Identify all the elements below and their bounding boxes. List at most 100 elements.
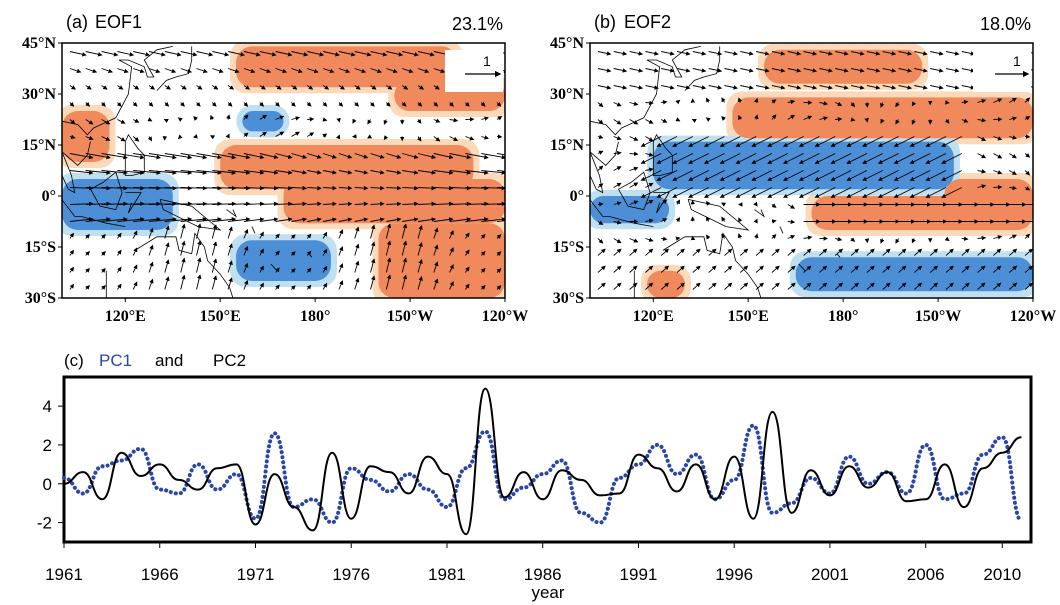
eof2-wind-vector-302 [944,118,950,124]
eof2-wind-vector-0 [597,282,606,290]
eof1-wind-vector-260 [192,134,198,139]
eof1-shading [62,43,505,298]
pc2-line [63,387,1022,536]
eof1-wind-vector-115 [117,217,145,222]
legend-pc1: PC1 [99,351,132,370]
eof2-wind-vector-61 [676,248,685,256]
eof1-wind-vector-160 [386,201,402,207]
pc-x-tick-label-3: 1976 [332,565,370,584]
eof2-wind-vector-341 [676,85,691,90]
eof2-wind-vector-151 [771,203,777,208]
eof2-wind-vector-243 [877,153,899,164]
eof2-wind-vector-326 [880,102,885,108]
eof1-wind-vector-176 [196,185,222,191]
eof1-wind-vector-11 [243,279,249,290]
eof2-wind-vector-62 [692,248,701,256]
eof1-wind-vector-264 [259,131,268,137]
eof2-wind-vector-51 [961,265,970,273]
eof1-wind-vector-403 [243,51,261,57]
eof2-wind-vector-48 [914,265,923,273]
eof2-wind-vector-266 [798,136,820,147]
eof2-wind-vector-15 [834,282,844,290]
eof2-wind-vector-198 [629,166,639,172]
eof1-wind-vector-110 [480,233,486,239]
eof2-wind-vector-271 [877,136,899,147]
eof2-wind-vector-219 [941,170,963,181]
eof2-wind-vector-3 [645,282,654,290]
eof2-wind-vector-221 [993,170,1003,175]
eof1-wind-vector-381 [338,68,351,74]
eof1-wind-vector-376 [259,68,272,74]
eof2-wind-vector-106 [944,236,950,242]
eof2-shading [590,43,1033,298]
pc-x-tick-label-2: 1971 [237,565,275,584]
eof2-lon-tick-label-3: 150°W [915,308,961,325]
eof1-wind-vector-154 [291,201,308,207]
eof2-panel-label: (b) [594,12,616,32]
eof1-wind-vector-138 [481,217,505,222]
eof2-wind-vector-141 [613,201,622,206]
eof2-wind-vector-120 [721,216,726,222]
eof2-wind-vector-370 [692,68,707,73]
eof1-wind-vector-113 [85,217,111,222]
eof1-wind-vector-233 [212,153,237,160]
eof2-wind-vector-203 [688,170,709,181]
eof1-wind-vector-10 [227,277,233,290]
eof2-wind-vector-144 [660,199,668,205]
eof1-wind-vector-106 [417,225,423,239]
eof2-wind-vector-50 [945,265,954,273]
eof1-wind-vector-98 [290,234,296,240]
eof2-wind-vector-304 [977,117,987,123]
eof1-wind-vector-314 [164,101,170,107]
eof2-wind-vector-309 [613,102,622,107]
eof1-wind-vector-187 [370,185,385,191]
eof1-wind-vector-350 [291,85,298,90]
eof1-wind-vector-347 [243,85,251,90]
eof1-wind-vector-236 [259,153,279,160]
eof2-wind-vector-377 [803,68,818,73]
pc-x-tick-label-10: 2010 [983,565,1021,584]
eof1-wind-vector-321 [275,101,280,107]
eof2-wind-vector-369 [676,68,691,73]
eof1-wind-vector-123 [243,217,265,222]
eof1-wind-vector-287 [177,117,183,122]
eof1-wind-vector-245 [402,153,419,159]
eof1-wind-vector-367 [117,68,129,74]
eof2-wind-vector-254 [629,136,639,141]
eof2-wind-vector-401 [740,51,754,56]
eof2-wind-vector-168 [597,183,604,188]
eof1-wind-vector-150 [228,201,251,207]
eof2-wind-vector-72 [850,248,859,256]
eof1-wind-vector-82 [480,250,486,256]
eof2-wind-vector-379 [835,68,849,73]
eof1-wind-vector-232 [196,153,222,160]
eof1-coastline-0 [62,46,173,136]
eof2-wind-vector-365 [613,68,628,73]
eof2-wind-vector-407 [835,51,849,56]
eof1-wind-vector-2 [101,285,106,290]
eof1-wind-vector-195 [497,187,505,189]
eof1-wind-vector-217 [402,170,419,175]
eof2-wind-vector-347 [771,85,786,90]
eof1-wind-vector-47 [370,258,376,273]
eof1-wind-vector-357 [401,85,409,90]
eof2-wind-vector-339 [645,85,659,90]
eof1-wind-vector-349 [275,85,282,90]
eof2-wind-vector-14 [819,282,828,290]
eof2-wind-vector-65 [740,248,749,256]
eof2-wind-vector-11 [771,282,780,290]
eof2-wind-vector-292 [787,114,796,120]
eof1-wind-vector-335 [496,101,502,107]
eof2-wind-vector-372 [724,68,738,73]
eof2-wind-vector-197 [613,166,622,171]
eof1-wind-vector-135 [433,217,454,222]
eof2-wind-vector-40 [787,265,796,273]
eof2-wind-vector-412 [914,51,928,56]
eof1-wind-vector-59 [117,249,122,256]
eof1-wind-vector-250 [481,153,505,160]
eof2-wind-vector-33 [676,265,685,273]
eof2-wind-vector-49 [929,265,939,273]
eof1-wind-vector-50 [417,259,423,273]
pc-timeseries-panel: (c) PC1 and PC2 4 2 0 -2 1961 1966 1971 1976 198… [37,351,1033,602]
eof2-wind-vector-405 [803,51,818,56]
